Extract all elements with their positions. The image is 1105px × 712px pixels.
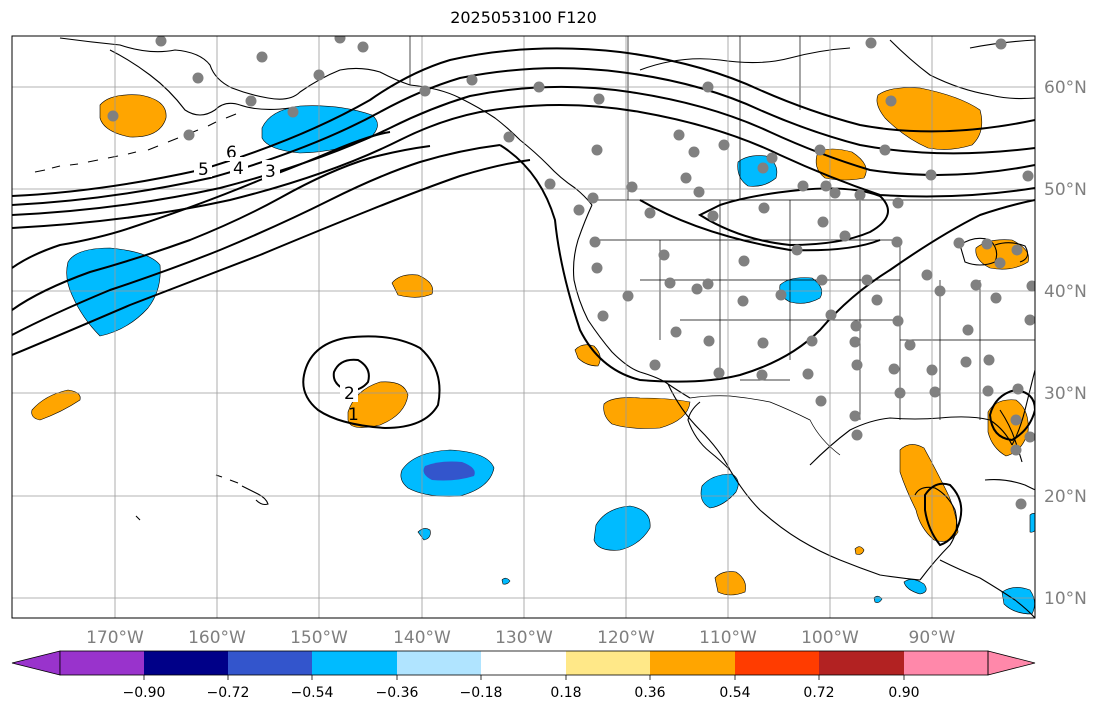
contour-line <box>12 144 501 336</box>
lon-label: 160°W <box>188 628 246 648</box>
positive-anomaly-region <box>876 87 983 150</box>
colorbar-extend-min <box>11 650 61 676</box>
colorbar-segment <box>735 651 819 675</box>
contour-line <box>639 199 881 252</box>
negative-anomaly-region <box>779 277 823 304</box>
coastlines <box>34 37 1035 618</box>
contour-line <box>499 144 1035 383</box>
contour-line <box>12 159 531 356</box>
colorbar-segment <box>819 651 904 675</box>
colorbar-segment <box>228 651 312 675</box>
contour-label: 3 <box>265 162 276 182</box>
contour-line <box>302 335 441 430</box>
colorbar-tick-label: 0.54 <box>719 685 750 701</box>
colorbar-tick-label: −0.18 <box>460 685 503 701</box>
lon-label: 140°W <box>393 628 451 648</box>
colorbar-segment <box>397 651 481 675</box>
lat-label: 40°N <box>1044 282 1087 302</box>
colorbar-segment <box>904 651 988 675</box>
contour-line <box>697 187 889 247</box>
contour-label: 4 <box>233 159 244 179</box>
lon-label: 170°W <box>86 628 144 648</box>
contour-label: 1 <box>348 405 359 425</box>
graticule <box>12 36 1035 618</box>
lon-label: 110°W <box>699 628 757 648</box>
colorbar-tick-label: 0.72 <box>803 685 834 701</box>
negative-anomaly-region <box>700 473 739 509</box>
colorbar-segment <box>144 651 228 675</box>
colorbar: −0.90 −0.72 −0.54 −0.36 −0.18 0.18 0.36 … <box>11 650 1036 701</box>
contour-line <box>332 358 370 392</box>
contour-line <box>12 104 1035 229</box>
positive-anomaly-region <box>31 389 81 421</box>
colorbar-tick-label: −0.90 <box>123 685 166 701</box>
colorbar-tick-label: −0.72 <box>207 685 250 701</box>
lon-label: 130°W <box>495 628 553 648</box>
lon-label: 120°W <box>597 628 655 648</box>
positive-anomaly-region <box>603 397 691 429</box>
lat-label: 50°N <box>1044 180 1087 200</box>
colorbar-segment <box>566 651 650 675</box>
negative-anomaly-region <box>1029 513 1035 533</box>
lon-label: 100°W <box>801 628 859 648</box>
lat-label: 10°N <box>1044 589 1087 609</box>
positive-anomaly-region <box>99 94 167 138</box>
negative-anomaly-region <box>501 577 511 585</box>
contour-label: 2 <box>344 384 355 404</box>
contour-line <box>924 482 963 547</box>
contour-label: 5 <box>198 160 209 180</box>
colorbar-segment <box>312 651 397 675</box>
contour-line <box>12 67 1035 206</box>
colorbar-segment <box>650 651 735 675</box>
negative-anomaly-region <box>737 155 778 187</box>
colorbar-segment <box>60 651 144 675</box>
positive-anomaly-region <box>899 444 959 542</box>
negative-anomaly-region <box>593 505 651 551</box>
contour-line <box>12 145 431 311</box>
longitude-labels: 170°W 160°W 150°W 140°W 130°W 120°W 110°… <box>86 628 956 648</box>
map-area <box>12 36 1035 618</box>
negative-anomaly-region <box>66 247 161 337</box>
station-dots <box>107 36 1035 510</box>
map-frame <box>11 35 1036 619</box>
lat-label: 60°N <box>1044 78 1087 98</box>
colorbar-segment <box>481 651 566 675</box>
latitude-labels: 60°N 50°N 40°N 30°N 20°N 10°N <box>1044 78 1087 609</box>
lat-label: 20°N <box>1044 487 1087 507</box>
contour-line <box>12 131 391 269</box>
negative-anomaly-region <box>423 461 475 481</box>
contour-labels: 6 5 4 3 2 1 <box>194 141 359 425</box>
colorbar-extend-max <box>987 650 1036 676</box>
positive-anomaly-region <box>854 546 865 555</box>
colorbar-tick-label: −0.36 <box>376 685 419 701</box>
contour-line <box>988 388 1035 442</box>
colorbar-tick-label: 0.90 <box>888 685 919 701</box>
lat-label: 30°N <box>1044 384 1087 404</box>
map-title: 2025053100 F120 <box>450 8 597 27</box>
colorbar-tick-label: −0.54 <box>291 685 334 701</box>
contour-label: 6 <box>226 143 237 163</box>
lon-label: 150°W <box>290 628 348 648</box>
colorbar-tick-label: 0.18 <box>550 685 581 701</box>
lon-label: 90°W <box>909 628 956 648</box>
positive-anomaly-region <box>391 274 433 298</box>
political-borders <box>409 36 1035 456</box>
colorbar-tick-label: 0.36 <box>634 685 665 701</box>
